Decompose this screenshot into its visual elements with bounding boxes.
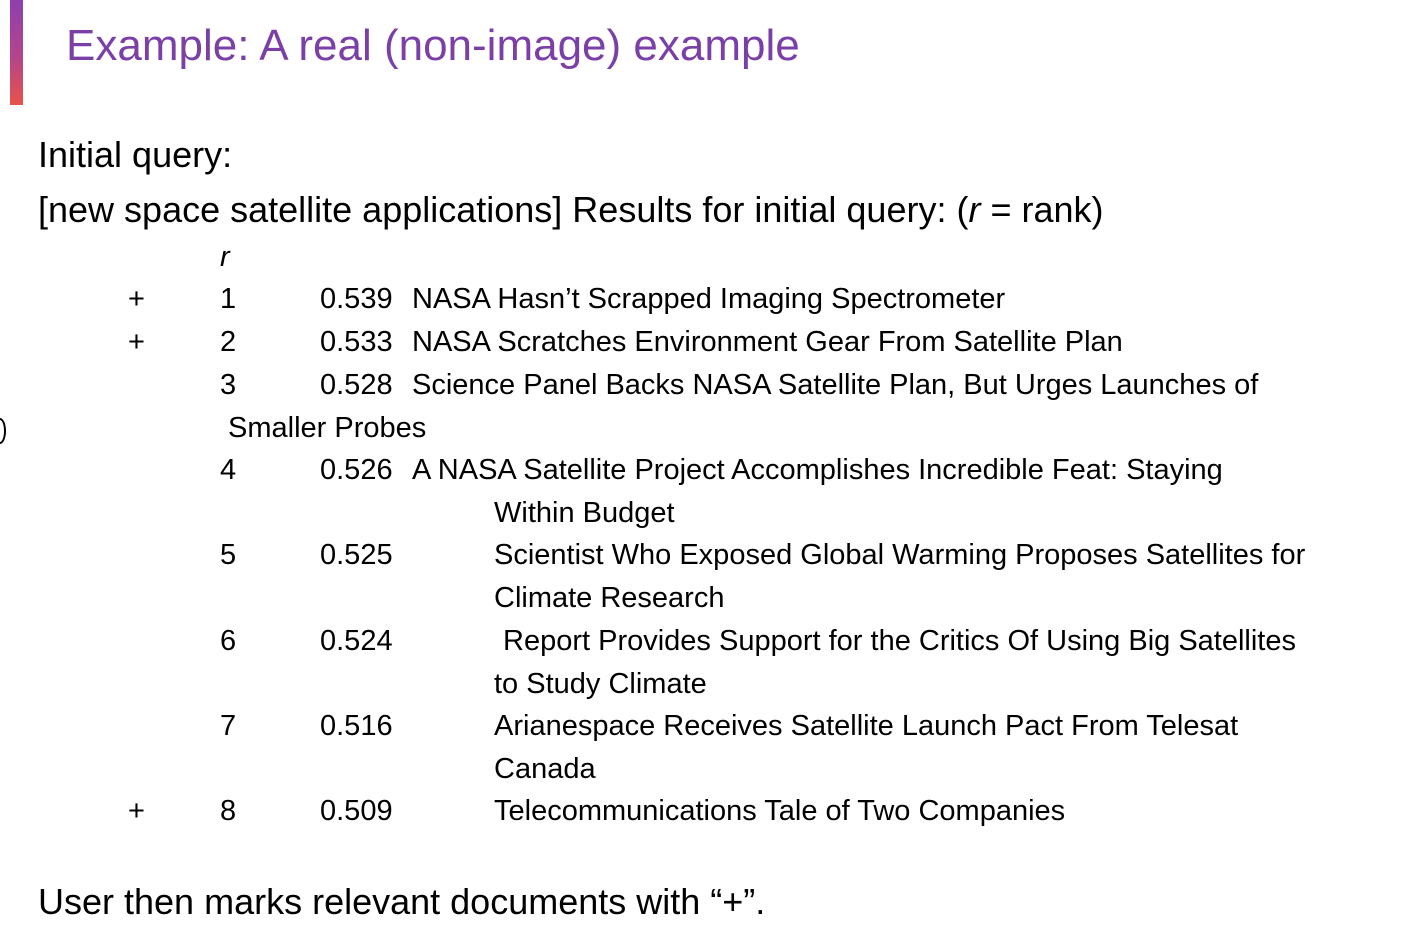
result-rank: 3 [220,369,237,401]
result-title: NASA Hasn’t Scrapped Imaging Spectromete… [412,283,1006,315]
rank-column-header: r [220,241,230,273]
title-accent-bar [10,0,23,105]
query-text: [new space satellite applications] Resul… [38,189,969,230]
result-title: Report Provides Support for the Critics … [503,625,1296,657]
result-score: 0.526 [320,454,393,486]
result-rank: 8 [220,795,237,827]
result-score: 0.516 [320,710,393,742]
result-score: 0.525 [320,539,393,571]
result-title: Telecommunications Tale of Two Companies [494,795,1066,827]
result-title: NASA Scratches Environment Gear From Sat… [412,326,1123,358]
result-rank: 5 [220,539,237,571]
result-rank: 1 [220,283,237,315]
result-rank: 6 [220,625,237,657]
query-results-heading: [new space satellite applications] Resul… [38,188,1104,231]
result-score: 0.528 [320,369,393,401]
result-title: A NASA Satellite Project Accomplishes In… [412,454,1223,486]
result-rank: 2 [220,326,237,358]
rank-symbol: r [968,189,981,230]
result-score: 0.539 [320,283,393,315]
result-score: 0.509 [320,795,393,827]
result-title: Scientist Who Exposed Global Warming Pro… [494,539,1306,571]
result-score: 0.524 [320,625,393,657]
initial-query-label: Initial query: [38,134,233,175]
result-title-continuation: Climate Research [494,582,725,614]
slide-title: Example: A real (non-image) example [66,21,800,70]
relevance-mark: + [128,326,145,358]
result-title: Science Panel Backs NASA Satellite Plan,… [412,369,1259,401]
rank-definition: = rank) [980,189,1104,230]
relevance-mark: + [128,283,145,315]
footer-note: User then marks relevant documents with … [38,881,766,922]
result-score: 0.533 [320,326,393,358]
result-title: Arianespace Receives Satellite Launch Pa… [494,710,1239,742]
slide-edge-artifact [0,418,6,444]
result-title-continuation: Canada [494,753,596,785]
relevance-mark: + [128,795,145,827]
result-rank: 7 [220,710,237,742]
result-title-continuation: to Study Climate [494,668,707,700]
result-rank: 4 [220,454,237,486]
result-title-continuation: Within Budget [494,497,675,529]
result-title-continuation: Smaller Probes [228,412,427,444]
